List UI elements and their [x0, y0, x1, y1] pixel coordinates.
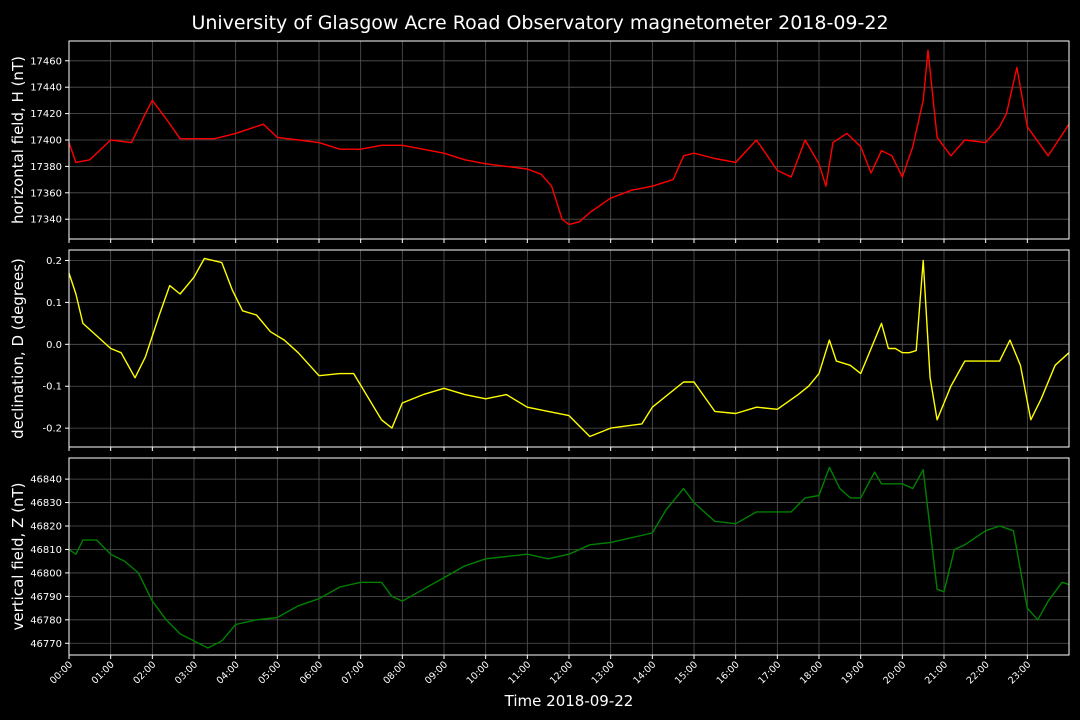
- panels: 17340 17360 17380 17400 17420 17440 17460horiz…: [9, 40, 1070, 686]
- declination-y-tick-label: -0.2: [42, 424, 62, 435]
- horizontal-field-y-tick-label: 17420: [30, 109, 62, 120]
- vertical-field-series-line: [68, 466, 1070, 649]
- horizontal-field-axes-frame: [68, 40, 1070, 240]
- horizontal-field-y-tick-label: 17340: [30, 215, 62, 226]
- vertical-field-y-tick-label: 46770: [30, 639, 62, 650]
- declination-y-tick-label: 0.1: [46, 298, 62, 309]
- horizontal-field-y-tick-label: 17360: [30, 188, 62, 199]
- declination-y-tick-label: 0.2: [46, 256, 62, 267]
- vertical-field-y-tick-label: 46820: [30, 522, 62, 533]
- vertical-field-y-axis-label: vertical field, Z (nT): [9, 482, 27, 630]
- x-axis-label: Time 2018-09-22: [504, 692, 634, 710]
- vertical-field-axes-frame: [68, 457, 1070, 656]
- declination-y-tick-label: -0.1: [42, 382, 62, 393]
- declination-y-axis-label: declination, D (degrees): [9, 258, 27, 439]
- vertical-field-y-tick-label: 46840: [30, 475, 62, 486]
- declination-y-tick-label: 0.0: [46, 340, 62, 351]
- declination-panel: -0.2 -0.1 0.0 0.1 0.2 declination, D (degrees…: [9, 249, 1070, 451]
- vertical-field-y-tick-label: 46830: [30, 498, 62, 509]
- figure-title: University of Glasgow Acre Road Observat…: [191, 12, 888, 34]
- horizontal-field-y-tick-label: 17460: [30, 56, 62, 67]
- horizontal-field-y-tick-label: 17380: [30, 162, 62, 173]
- horizontal-field-y-axis-label: horizontal field, H (nT): [9, 56, 27, 224]
- declination-axes-frame: [68, 249, 1070, 448]
- vertical-field-y-tick-label: 46790: [30, 592, 62, 603]
- vertical-field-y-tick-label: 46780: [30, 615, 62, 626]
- horizontal-field-series-line: [68, 49, 1070, 226]
- horizontal-field-y-tick-label: 17400: [30, 136, 62, 147]
- horizontal-field-panel: 17340 17360 17380 17400 17420 17440 17460horiz…: [9, 40, 1070, 243]
- vertical-field-y-tick-label: 46800: [30, 568, 62, 579]
- vertical-field-y-tick-label: 46810: [30, 545, 62, 556]
- declination-series-line: [68, 257, 1070, 438]
- horizontal-field-y-tick-label: 17440: [30, 83, 62, 94]
